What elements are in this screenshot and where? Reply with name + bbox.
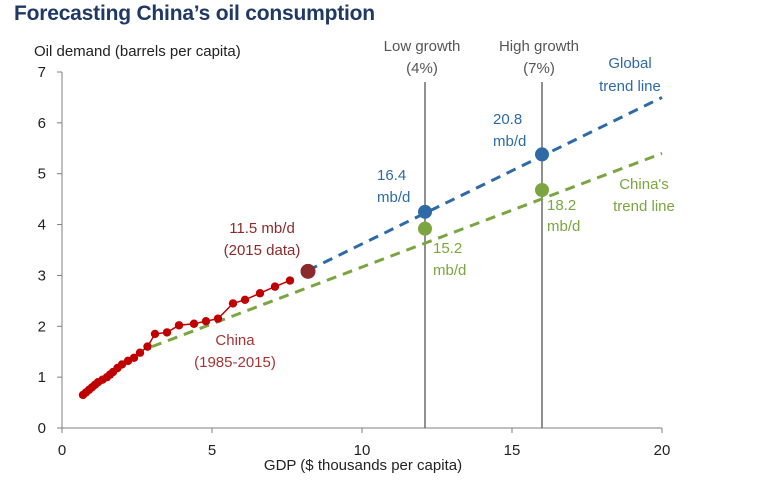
china-data-point [150,329,160,339]
global-forecast-point-1 [535,147,549,162]
axes [57,71,663,433]
low-growth-label: Low growth [384,38,461,55]
china-forecast-point-1 [535,182,549,197]
china-forecast-point-0 [418,221,432,236]
global-low-value-label: 16.4 [377,167,406,184]
y-tick-label: 0 [38,420,46,437]
global-low-unit-label: mb/d [377,189,410,206]
y-tick-label: 4 [38,217,46,234]
x-tick-label: 5 [208,442,216,459]
china-data-point [174,321,184,330]
x-tick-label: 0 [58,442,66,459]
y-tick-label: 3 [38,267,46,284]
global-high-value-label: 20.8 [493,111,522,128]
china-data-point [135,348,145,357]
y-tick-label: 5 [38,166,46,183]
y-tick-label: 6 [38,115,46,132]
global-trend-label: Global [608,55,651,72]
china-data-point [143,342,152,351]
global-forecast-point-0 [418,204,432,219]
china-data-point [228,299,238,308]
china-data-point [201,317,211,326]
china-series-label: China [215,332,255,349]
china-low-unit-label: mb/d [433,262,466,279]
chart-title: Forecasting China’s oil consumption [14,2,375,25]
china-data-point [129,353,139,363]
data-points [78,147,549,400]
china-data-point [240,295,250,305]
china-data-point [255,289,265,298]
china-data-point [213,314,223,323]
china-trend-line [151,151,663,349]
china-2015-note-label: (2015 data) [224,242,301,259]
china-2015-point [300,263,316,279]
y-axis-label: Oil demand (barrels per capita) [34,43,241,60]
tick-labels: 0 1 2 3 4 5 6 7 0 5 10 15 20 [38,64,671,459]
china-series-line [82,279,291,396]
china-high-unit-label: mb/d [547,218,580,235]
china-data-point [285,276,295,285]
high-growth-label: High growth [499,38,579,55]
trend-lines [82,82,663,428]
global-trend-line [307,96,663,272]
china-data-point [162,328,172,337]
china-series-period-label: (1985-2015) [194,354,276,371]
china-data-point [270,282,280,291]
china-data-point [189,319,199,328]
china-low-value-label: 15.2 [433,240,462,257]
x-tick-label: 10 [354,442,371,459]
low-growth-rate-label: (4%) [406,60,438,77]
china-trend-label: China's [619,176,669,193]
china-trend-label-2: trend line [613,198,675,215]
y-tick-label: 1 [38,369,46,386]
x-tick-label: 20 [654,442,671,459]
x-tick-label: 15 [504,442,521,459]
x-axis-label: GDP ($ thousands per capita) [264,457,462,474]
y-tick-label: 7 [38,64,46,81]
annotations: Low growth (4%) High growth (7%) Global trend… [194,38,675,371]
global-trend-label-2: trend line [599,78,661,95]
y-tick-label: 2 [38,318,46,335]
high-growth-rate-label: (7%) [523,60,555,77]
china-2015-value-label: 11.5 mb/d [229,220,295,237]
china-high-value-label: 18.2 [547,197,576,214]
global-high-unit-label: mb/d [493,133,526,150]
